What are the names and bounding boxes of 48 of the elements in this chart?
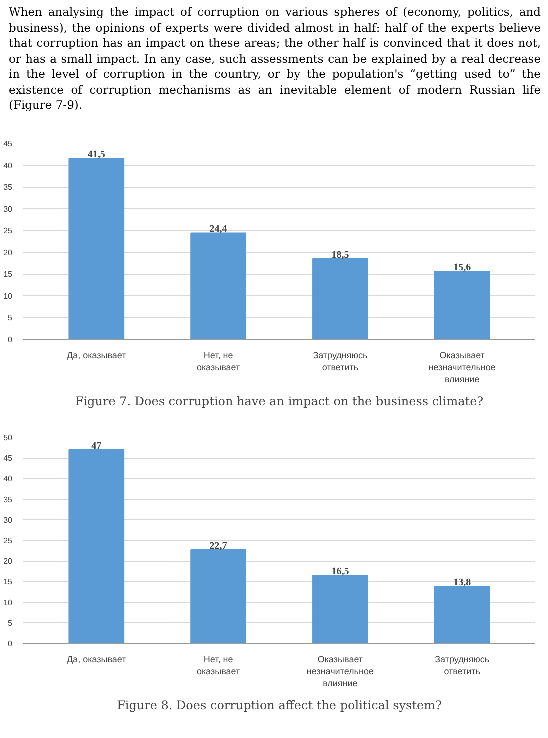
y-tick-label: 20 (4, 556, 14, 566)
y-tick-label: 25 (4, 226, 14, 236)
x-tick-label: Затрудняюсь ответить (435, 654, 490, 676)
y-tick-label: 30 (4, 516, 14, 525)
x-tick-label: Да, оказывает (67, 350, 126, 360)
y-tick-label: 35 (4, 182, 14, 192)
y-tick-label: 45 (4, 454, 14, 463)
y-tick-label: 0 (8, 639, 14, 648)
y-tick-label: 5 (8, 313, 14, 322)
x-tick-label: Да, оказывает (67, 654, 126, 664)
y-tick-label: 35 (4, 494, 14, 504)
y-tick-label: 40 (4, 474, 14, 484)
y-tick-label: 10 (4, 292, 14, 301)
data-label: 47 (92, 440, 102, 452)
bar (190, 549, 246, 644)
y-tick-label: 40 (4, 160, 14, 170)
bar (434, 270, 490, 340)
y-tick-label: 30 (4, 204, 14, 214)
data-label: 13,8 (454, 577, 472, 588)
text: Figure 8. Does corruption affect the political system? (117, 698, 442, 712)
x-tick-label: Нет, не оказывает (196, 654, 240, 676)
bar (68, 158, 125, 340)
y-tick-label: 45 (4, 139, 14, 148)
text: When analysing the impact of corruption on various spheres of (economy, politics, and business), the opinions of experts were divided almost in half: half of the experts believe that corruption has an impact on these areas; the other half is convinced that it does not, or has a small impact. In any case, such assessments can be explained by a real decrease in the level of corruption in the country, or by the population's “getting used to” the existence of corruption mechanisms as an inevitable element of modern Russian life (Figure 7-9). (9, 5, 541, 114)
y-tick-label: 20 (4, 248, 14, 257)
text: Figure 7. Does corruption have an impact on the business climate? (75, 394, 484, 408)
data-label: 41,5 (88, 149, 106, 160)
y-tick-label: 5 (8, 618, 14, 628)
data-label: 15,6 (454, 262, 472, 274)
y-tick-label: 10 (4, 598, 14, 607)
data-label: 18,5 (332, 250, 350, 261)
bar (190, 232, 246, 340)
data-label: 22,7 (210, 540, 228, 552)
x-tick-label: Затрудняюсь ответить (313, 350, 368, 372)
y-tick-label: 15 (4, 270, 14, 279)
bar (68, 448, 125, 644)
bar (434, 586, 490, 644)
x-tick-label: Нет, не оказывает (196, 350, 240, 372)
y-tick-label: 25 (4, 536, 14, 546)
data-label: 24,4 (210, 224, 228, 235)
data-label: 16,5 (332, 566, 350, 578)
y-tick-label: 15 (4, 577, 14, 586)
y-tick-label: 50 (4, 433, 14, 442)
y-tick-label: 0 (8, 335, 14, 344)
x-tick-label: Оказывает незначительное влияние (306, 654, 374, 688)
bar (312, 574, 368, 644)
bar (312, 258, 368, 340)
x-tick-label: Оказывает незначительное влияние (428, 350, 496, 384)
